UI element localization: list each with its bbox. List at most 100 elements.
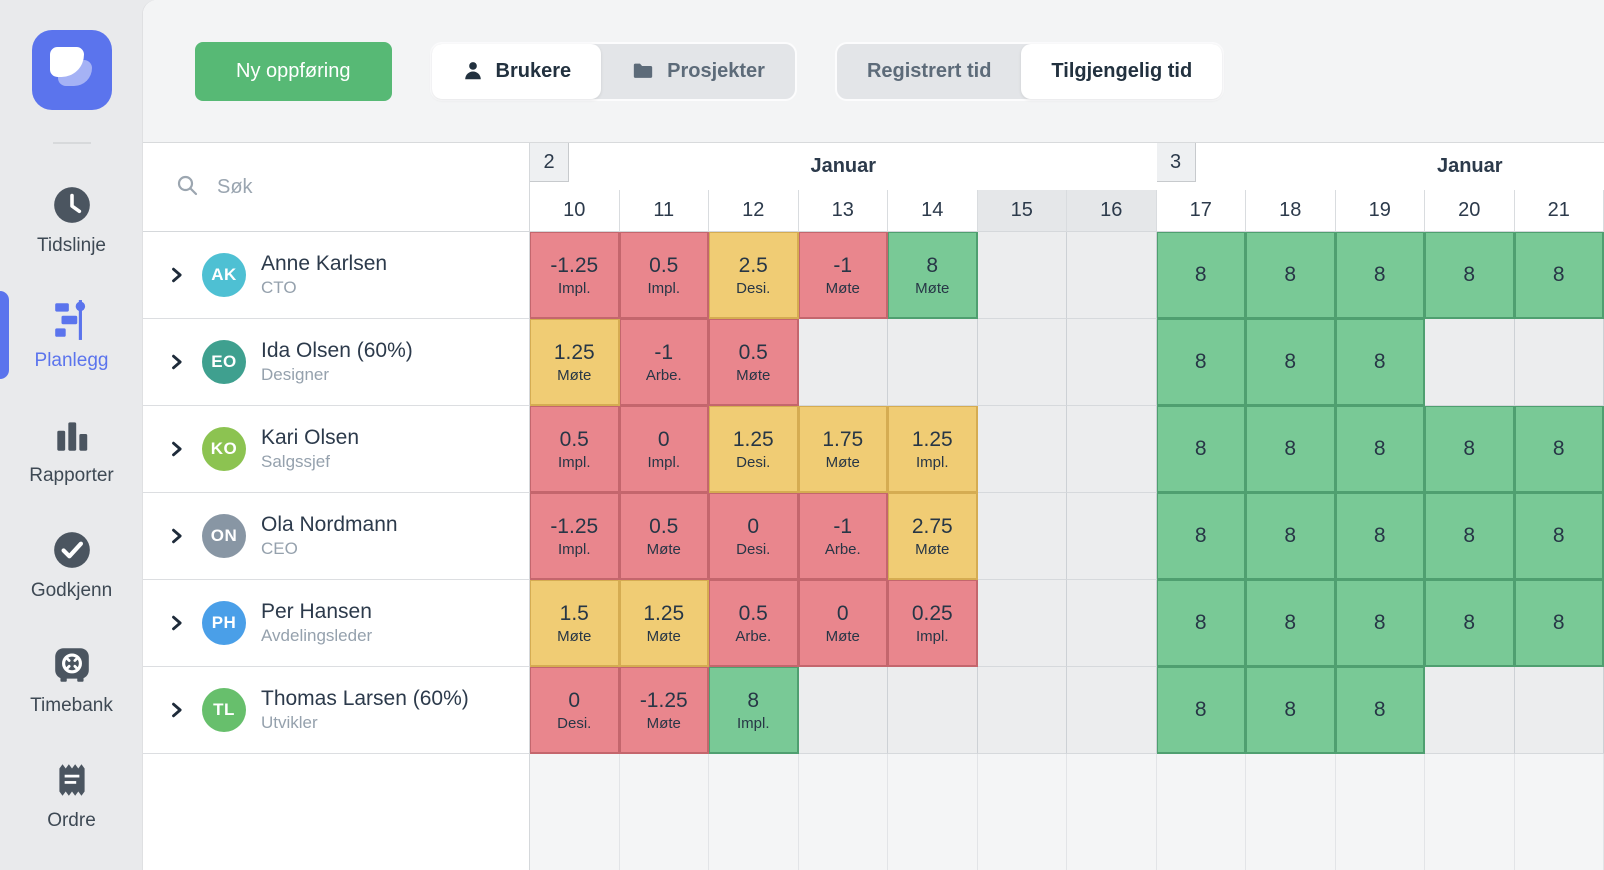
empty-cell[interactable] <box>798 667 888 754</box>
availability-cell[interactable]: 8 <box>1425 580 1515 667</box>
availability-cell[interactable]: 0 Desi. <box>530 667 620 754</box>
user-role: Utvikler <box>261 713 318 732</box>
availability-cell[interactable]: 8 <box>1156 580 1246 667</box>
availability-cell[interactable]: 8 <box>1335 406 1425 493</box>
cell-activity-tag: Impl. <box>557 540 591 558</box>
availability-cell[interactable]: 8 <box>1246 319 1336 406</box>
cell-value: 2.5 <box>738 253 768 277</box>
availability-cell[interactable]: 8 <box>1514 580 1604 667</box>
availability-cell[interactable]: 8 Møte <box>888 232 978 319</box>
sidebar-item-tidslinje[interactable]: Tidslinje <box>0 162 143 277</box>
availability-cell[interactable]: 1.25 Desi. <box>709 406 799 493</box>
availability-cell[interactable]: 8 <box>1514 232 1604 319</box>
sidebar-item-timebank[interactable]: Timebank <box>0 622 143 737</box>
empty-cell[interactable] <box>977 319 1067 406</box>
availability-cell[interactable]: 8 <box>1335 319 1425 406</box>
sidebar-item-ordre[interactable]: Ordre <box>0 737 143 852</box>
availability-cell[interactable]: 8 <box>1335 232 1425 319</box>
availability-cell[interactable]: -1 Arbe. <box>798 493 888 580</box>
availability-cell[interactable]: 8 <box>1335 667 1425 754</box>
availability-cell[interactable]: 0.5 Møte <box>709 319 799 406</box>
cell-value: 8 <box>1194 350 1207 373</box>
availability-cell[interactable]: 8 Impl. <box>709 667 799 754</box>
search-input[interactable] <box>215 174 475 200</box>
availability-cell[interactable]: 8 <box>1514 406 1604 493</box>
empty-cell[interactable] <box>1067 406 1157 493</box>
empty-cell[interactable] <box>1067 493 1157 580</box>
app-logo-icon[interactable] <box>31 30 112 110</box>
expand-row-button[interactable] <box>165 438 187 460</box>
availability-cell[interactable]: 2.5 Desi. <box>709 232 799 319</box>
empty-cell[interactable] <box>888 319 978 406</box>
availability-cell[interactable]: 8 <box>1335 493 1425 580</box>
availability-cell[interactable]: 8 <box>1156 667 1246 754</box>
empty-cell[interactable] <box>1514 319 1604 406</box>
availability-cell[interactable]: 0 Desi. <box>709 493 799 580</box>
view-toggle-brukere[interactable]: Brukere <box>431 43 602 99</box>
empty-cell[interactable] <box>1067 667 1157 754</box>
availability-cell[interactable]: 1.25 Møte <box>530 319 620 406</box>
avatar: EO <box>202 340 246 384</box>
availability-cell[interactable]: 8 <box>1246 493 1336 580</box>
empty-cell[interactable] <box>888 667 978 754</box>
availability-cell[interactable]: 8 <box>1156 493 1246 580</box>
empty-cell[interactable] <box>1067 580 1157 667</box>
view-toggle-prosjekter[interactable]: Prosjekter <box>601 44 795 99</box>
expand-row-button[interactable] <box>165 699 187 721</box>
empty-cell[interactable] <box>1067 232 1157 319</box>
availability-cell[interactable]: 2.75 Møte <box>888 493 978 580</box>
sidebar-item-godkjenn[interactable]: Godkjenn <box>0 507 143 622</box>
availability-cell[interactable]: -1 Arbe. <box>619 319 709 406</box>
cell-value: -1 <box>654 340 674 364</box>
empty-cell[interactable] <box>1425 319 1515 406</box>
availability-cell[interactable]: 0.5 Arbe. <box>709 580 799 667</box>
availability-cell[interactable]: -1.25 Impl. <box>530 232 620 319</box>
availability-cell[interactable]: 8 <box>1246 406 1336 493</box>
availability-cell[interactable]: 8 <box>1425 406 1515 493</box>
day-header: 12 <box>709 190 799 232</box>
expand-row-button[interactable] <box>165 264 187 286</box>
empty-cell[interactable] <box>1514 667 1604 754</box>
time-toggle: Registrert tid Tilgjengelig tid <box>834 41 1225 101</box>
availability-cell[interactable]: 0 Impl. <box>619 406 709 493</box>
availability-cell[interactable]: 0 Møte <box>798 580 888 667</box>
availability-cell[interactable]: -1.25 Impl. <box>530 493 620 580</box>
empty-cell[interactable] <box>977 667 1067 754</box>
availability-cell[interactable]: 8 <box>1156 319 1246 406</box>
availability-cell[interactable]: 1.25 Impl. <box>888 406 978 493</box>
availability-cell[interactable]: -1.25 Møte <box>619 667 709 754</box>
sidebar-item-rapporter[interactable]: Rapporter <box>0 392 143 507</box>
new-entry-button[interactable]: Ny oppføring <box>195 41 392 101</box>
availability-cell[interactable]: 8 <box>1425 493 1515 580</box>
time-toggle-registrert[interactable]: Registrert tid <box>837 44 1021 99</box>
availability-cell[interactable]: 8 <box>1514 493 1604 580</box>
empty-cell[interactable] <box>977 232 1067 319</box>
empty-cell[interactable] <box>977 580 1067 667</box>
empty-cell[interactable] <box>798 319 888 406</box>
sidebar-item-planlegg[interactable]: Planlegg <box>0 277 143 392</box>
user-info: Anne Karlsen CTO <box>261 252 387 298</box>
availability-cell[interactable]: 0.25 Impl. <box>888 580 978 667</box>
availability-cell[interactable]: 8 <box>1425 232 1515 319</box>
availability-cell[interactable]: 0.5 Impl. <box>530 406 620 493</box>
availability-cell[interactable]: 8 <box>1156 406 1246 493</box>
availability-cell[interactable]: 1.5 Møte <box>530 580 620 667</box>
empty-cell[interactable] <box>977 406 1067 493</box>
expand-row-button[interactable] <box>165 612 187 634</box>
empty-cell[interactable] <box>1067 319 1157 406</box>
expand-row-button[interactable] <box>165 525 187 547</box>
time-toggle-tilgjengelig[interactable]: Tilgjengelig tid <box>1021 43 1223 99</box>
availability-cell[interactable]: 8 <box>1156 232 1246 319</box>
availability-cell[interactable]: 8 <box>1246 667 1336 754</box>
availability-cell[interactable]: 1.25 Møte <box>619 580 709 667</box>
empty-cell[interactable] <box>1425 667 1515 754</box>
availability-cell[interactable]: 0.5 Møte <box>619 493 709 580</box>
availability-cell[interactable]: 8 <box>1246 232 1336 319</box>
empty-cell[interactable] <box>977 493 1067 580</box>
availability-cell[interactable]: 1.75 Møte <box>798 406 888 493</box>
availability-cell[interactable]: 0.5 Impl. <box>619 232 709 319</box>
availability-cell[interactable]: 8 <box>1335 580 1425 667</box>
expand-row-button[interactable] <box>165 351 187 373</box>
availability-cell[interactable]: 8 <box>1246 580 1336 667</box>
availability-cell[interactable]: -1 Møte <box>798 232 888 319</box>
